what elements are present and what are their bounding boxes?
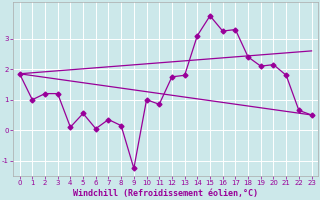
X-axis label: Windchill (Refroidissement éolien,°C): Windchill (Refroidissement éolien,°C)	[73, 189, 258, 198]
